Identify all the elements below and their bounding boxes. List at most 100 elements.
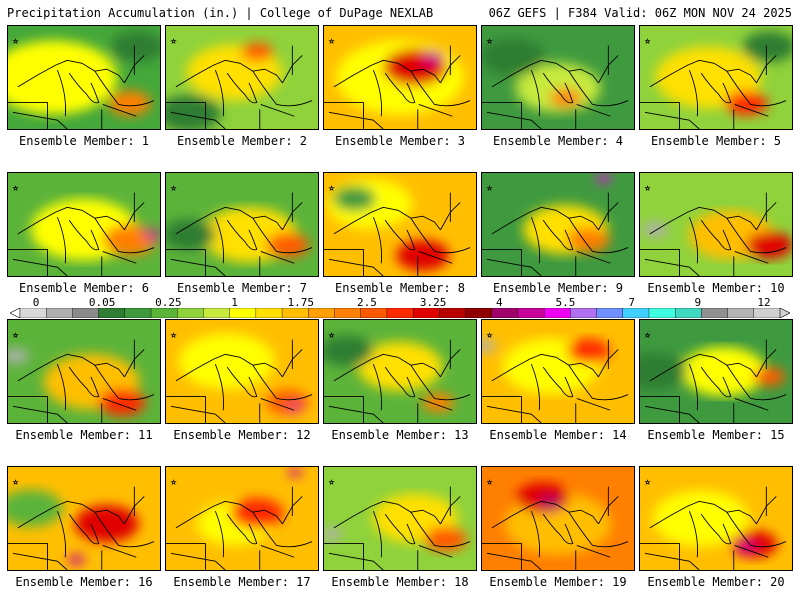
- capital-star-icon: ☆: [171, 37, 177, 47]
- great-lakes-outline: [324, 486, 471, 570]
- precip-contour: [730, 530, 778, 558]
- ensemble-map-6: ☆: [7, 172, 161, 277]
- capital-star-icon: ☆: [645, 478, 651, 488]
- ensemble-map-12: ☆: [165, 319, 319, 424]
- precip-contour: [357, 341, 443, 392]
- ensemble-member-label: Ensemble Member: 11: [15, 428, 153, 442]
- precip-contour: [178, 333, 275, 390]
- capital-star-icon: ☆: [13, 331, 19, 341]
- ensemble-member-label: Ensemble Member: 17: [173, 575, 311, 589]
- colorbar-tick-label: 7: [628, 296, 635, 309]
- precip-contour: [753, 367, 786, 386]
- precip-contour: [482, 38, 545, 76]
- great-lakes-outline: [324, 45, 471, 129]
- precip-contour: [108, 90, 151, 116]
- capital-star-icon: ☆: [13, 478, 19, 488]
- capital-star-icon: ☆: [171, 184, 177, 194]
- great-lakes-outline: [8, 339, 155, 423]
- precip-contour: [8, 40, 118, 115]
- colorbar-bin: [46, 308, 73, 318]
- ensemble-map-1: ☆: [7, 25, 161, 130]
- colorbar-bin: [229, 308, 257, 318]
- ensemble-member-label: Ensemble Member: 19: [489, 575, 627, 589]
- ensemble-member-label: Ensemble Member: 8: [334, 281, 466, 295]
- colorbar-bin: [334, 308, 362, 318]
- ensemble-member-label: Ensemble Member: 14: [489, 428, 627, 442]
- colorbar-tick-label: 1.75: [287, 296, 314, 309]
- colorbar-bin: [150, 308, 178, 318]
- ensemble-member-label: Ensemble Member: 7: [176, 281, 308, 295]
- ensemble-member-label: Ensemble Member: 12: [173, 428, 311, 442]
- precip-contour: [422, 50, 445, 64]
- great-lakes-outline: [166, 486, 313, 570]
- great-lakes-outline: [640, 486, 787, 570]
- colorbar-bin: [491, 308, 519, 318]
- colorbar-tick-labels: 0 0.05 0.25 1 1.75 2.5 3.25 4 5.5 7 9 12: [10, 296, 790, 309]
- ensemble-map-20: ☆: [639, 466, 793, 571]
- run-info: 06Z GEFS | F384 Valid: 06Z MON NOV 24 20…: [488, 6, 792, 20]
- great-lakes-outline: [166, 45, 313, 129]
- precip-contour: [67, 554, 85, 565]
- great-lakes-outline: [482, 192, 629, 276]
- ensemble-member-label: Ensemble Member: 5: [650, 134, 782, 148]
- precip-contour: [143, 229, 160, 240]
- capital-star-icon: ☆: [645, 37, 651, 47]
- colorbar-bin: [543, 308, 571, 318]
- precip-contour: [422, 393, 454, 412]
- colorbar-bin: [98, 308, 126, 318]
- great-lakes-outline: [8, 45, 155, 129]
- colorbar-tick-label: 0.05: [88, 296, 116, 309]
- precip-contour: [567, 227, 610, 253]
- ensemble-member-label: Ensemble Member: 1: [18, 134, 150, 148]
- chart-title: Precipitation Accumulation (in.) | Colle…: [7, 6, 434, 20]
- colorbar-bin: [386, 308, 414, 318]
- colorbar-min-arrow: [10, 308, 21, 318]
- precip-contour: [333, 186, 376, 212]
- ensemble-member-label: Ensemble Member: 16: [15, 575, 153, 589]
- ensemble-map-10: ☆: [639, 172, 793, 277]
- precip-contour: [241, 42, 274, 62]
- colorbar-bin: [72, 308, 100, 318]
- capital-star-icon: ☆: [329, 478, 335, 488]
- ensemble-member-label: Ensemble Member: 3: [334, 134, 466, 148]
- ensemble-map-18: ☆: [323, 466, 477, 571]
- colorbar-bin: [19, 308, 47, 318]
- colorbar-bin: [177, 308, 204, 318]
- ensemble-map-9: ☆: [481, 172, 635, 277]
- colorbar-bin: [596, 308, 624, 318]
- colorbar-bin: [622, 308, 650, 318]
- precip-contour: [725, 90, 768, 116]
- precip-contour: [596, 173, 612, 183]
- ensemble-map-15: ☆: [639, 319, 793, 424]
- colorbar-tick-label: 5.5: [555, 296, 576, 309]
- colorbar-bin: [439, 308, 467, 318]
- colorbar: 0 0.05 0.25 1 1.75 2.5 3.25 4 5.5 7 9 12: [10, 296, 790, 320]
- precip-contour: [424, 526, 467, 552]
- capital-star-icon: ☆: [329, 331, 335, 341]
- capital-star-icon: ☆: [329, 37, 335, 47]
- capital-star-icon: ☆: [13, 184, 19, 194]
- precip-contour: [288, 403, 302, 412]
- ensemble-map-11: ☆: [7, 319, 161, 424]
- colorbar-max-arrow: [779, 308, 790, 318]
- ensemble-map-17: ☆: [165, 466, 319, 571]
- colorbar-tick-label: 0.25: [155, 296, 182, 309]
- ensemble-map-19: ☆: [481, 466, 635, 571]
- precip-contour: [396, 239, 450, 271]
- colorbar-bin: [360, 308, 388, 318]
- precip-contour: [652, 490, 749, 547]
- precip-contour: [110, 31, 160, 63]
- ensemble-member-label: Ensemble Member: 20: [647, 575, 785, 589]
- precip-contour: [74, 505, 139, 543]
- precip-contour: [166, 219, 216, 251]
- colorbar-bin: [648, 308, 676, 318]
- colorbar-bin: [674, 308, 702, 318]
- colorbar-bin: [412, 308, 440, 318]
- great-lakes-outline: [640, 339, 787, 423]
- capital-star-icon: ☆: [487, 37, 493, 47]
- great-lakes-outline: [8, 192, 155, 276]
- precip-contour: [230, 497, 284, 529]
- precip-contour: [642, 222, 668, 238]
- colorbar-bin: [124, 308, 152, 318]
- capital-star-icon: ☆: [487, 478, 493, 488]
